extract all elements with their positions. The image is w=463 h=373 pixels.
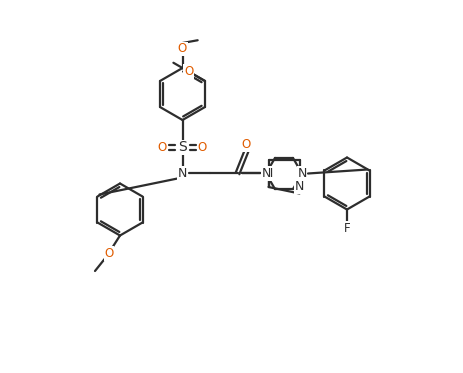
Text: N: N [177,167,187,180]
Text: O: O [197,141,206,154]
Text: N: N [297,167,306,180]
Text: S: S [178,141,187,154]
Text: O: O [104,247,113,260]
Text: N: N [263,167,273,180]
Text: N: N [294,181,304,194]
Text: O: O [183,65,193,78]
Text: F: F [343,222,350,235]
Text: O: O [157,141,167,154]
Text: N: N [261,167,270,180]
Text: O: O [241,138,250,151]
Text: O: O [177,43,187,56]
